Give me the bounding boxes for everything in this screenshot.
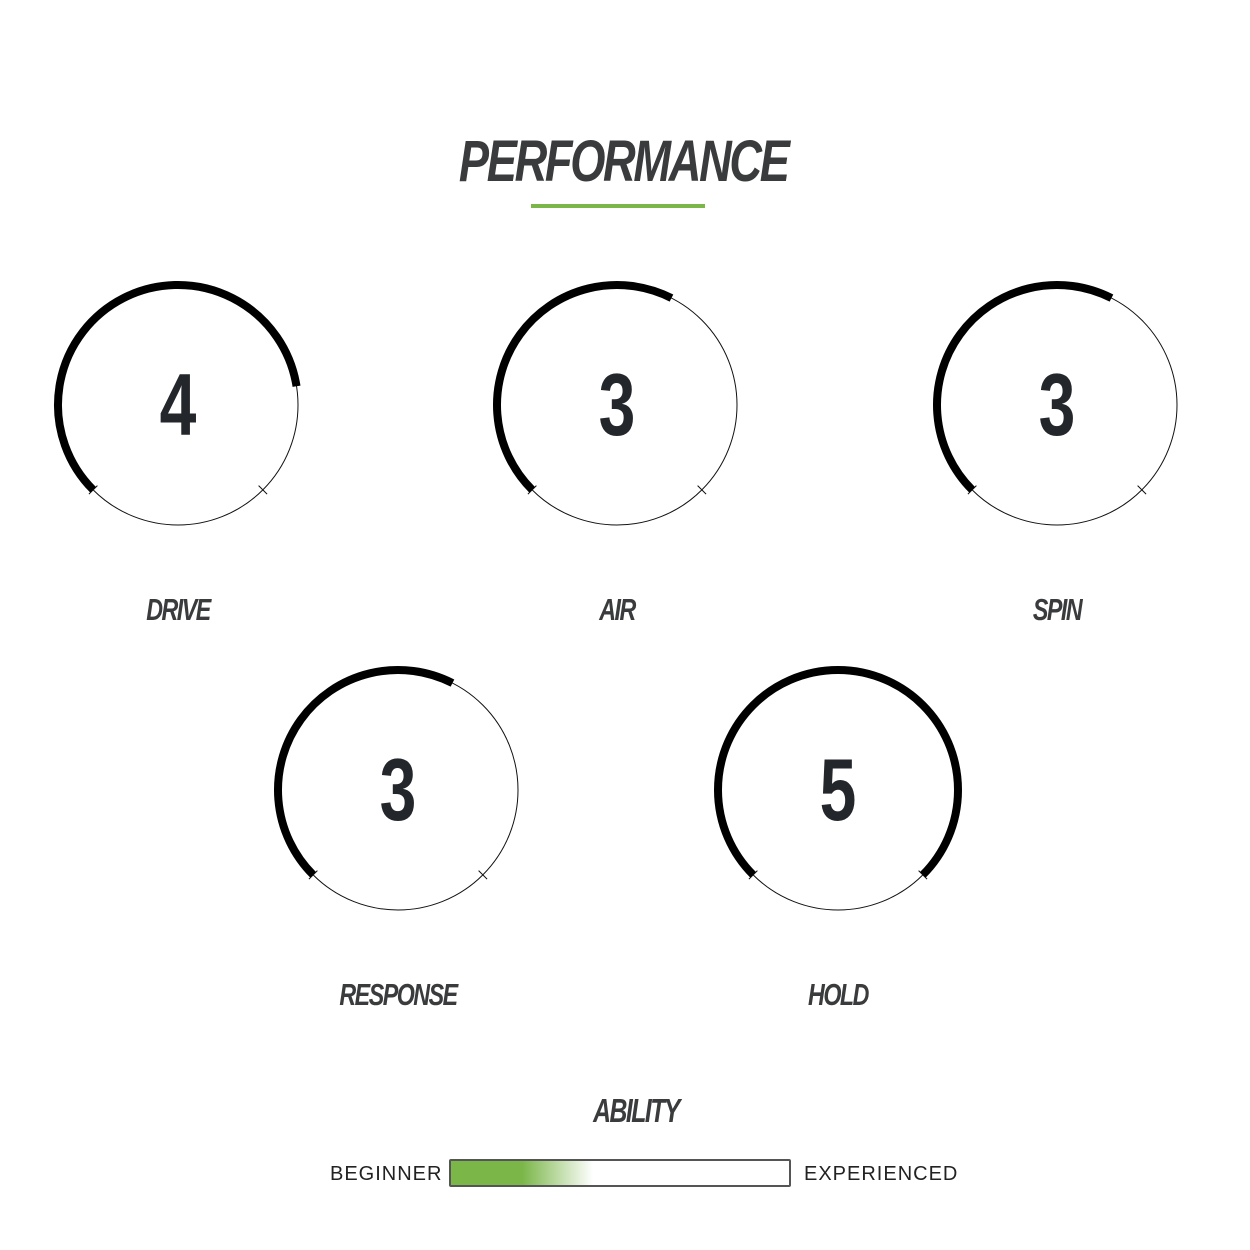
gauge-label: SPIN xyxy=(1032,592,1083,627)
gauge-label: DRIVE xyxy=(146,592,211,627)
ability-bar-fill xyxy=(451,1161,789,1185)
gauge-value-arc xyxy=(933,281,1114,493)
gauge-value: 5 xyxy=(819,740,857,839)
gauge-value-arc xyxy=(714,666,962,878)
title-underline xyxy=(531,204,705,208)
ability-max-label: EXPERIENCED xyxy=(804,1163,959,1185)
gauge-response: 3 xyxy=(268,660,528,920)
gauge-drive: 4 xyxy=(48,275,308,535)
gauge-label: AIR xyxy=(599,592,636,627)
gauge-label: RESPONSE xyxy=(339,977,458,1012)
ability-title: ABILITY xyxy=(593,1092,680,1129)
gauge-value: 3 xyxy=(1038,355,1076,454)
gauge-value: 4 xyxy=(159,355,197,454)
ability-bar xyxy=(449,1159,791,1187)
gauge-tick xyxy=(918,870,928,880)
gauge-hold: 5 xyxy=(708,660,968,920)
gauge-tick xyxy=(258,485,268,495)
page-title: PERFORMANCE xyxy=(458,129,790,194)
gauge-value-arc xyxy=(274,666,455,878)
gauge-spin: 3 xyxy=(927,275,1187,535)
gauge-air: 3 xyxy=(487,275,747,535)
gauge-value-arc xyxy=(493,281,674,493)
gauge-value: 3 xyxy=(598,355,636,454)
gauge-label: HOLD xyxy=(808,977,869,1012)
gauge-tick xyxy=(1137,485,1147,495)
gauge-value: 3 xyxy=(379,740,417,839)
gauge-tick xyxy=(478,870,488,880)
ability-min-label: BEGINNER xyxy=(330,1163,443,1185)
gauge-tick xyxy=(697,485,707,495)
gauge-value-arc xyxy=(54,281,301,493)
